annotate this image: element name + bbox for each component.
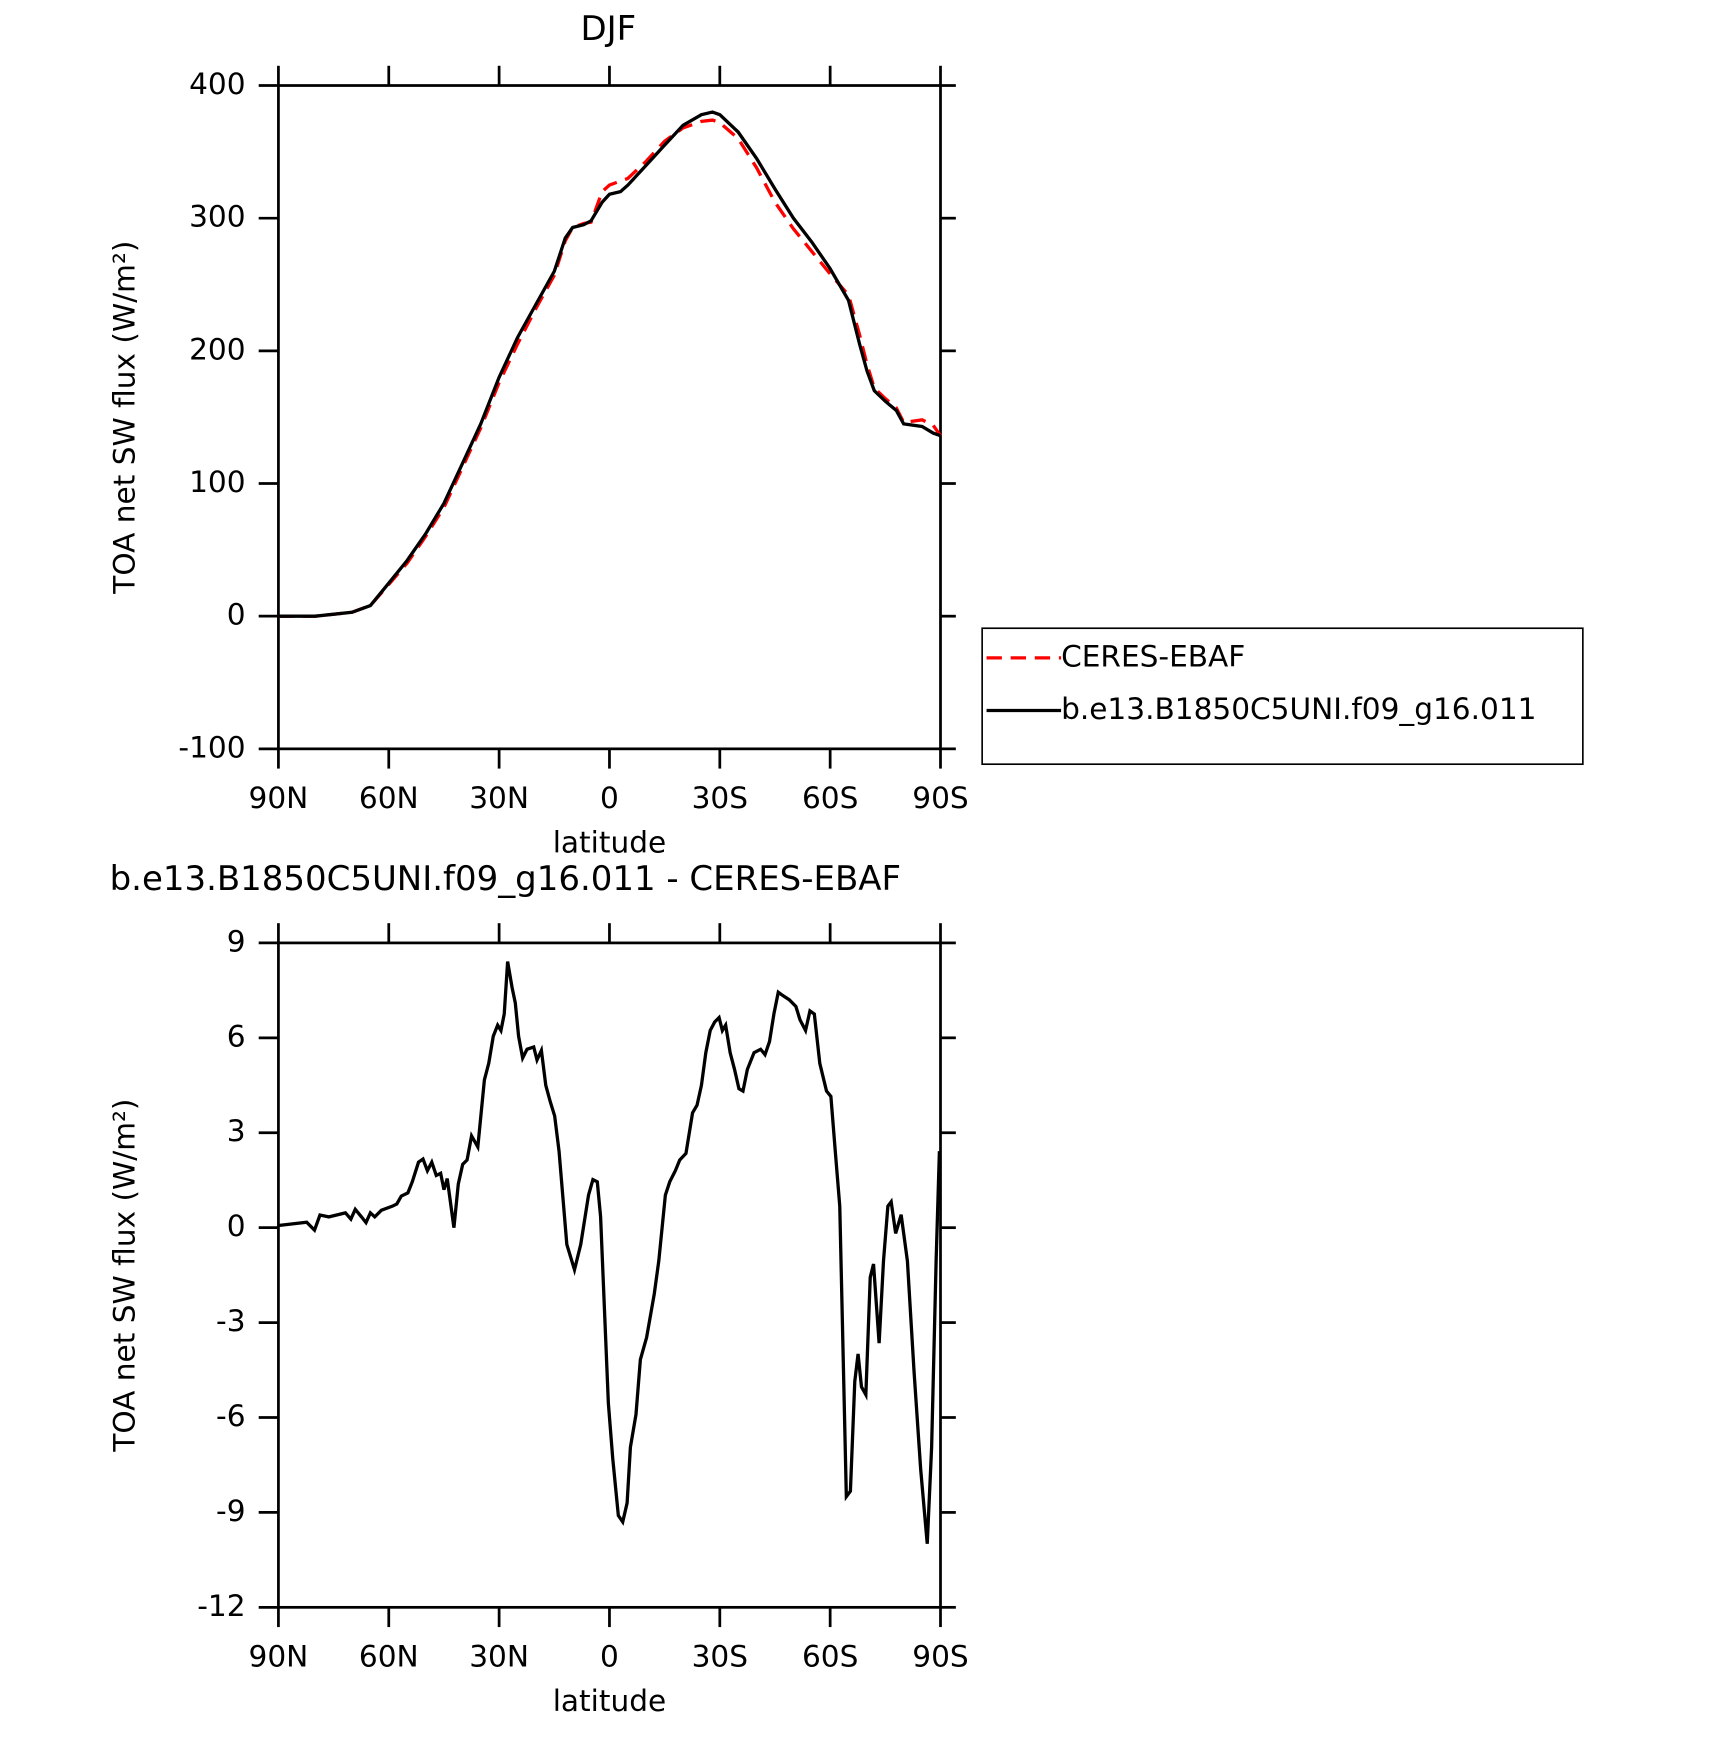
- x-tick-label: 0: [600, 781, 619, 815]
- y-tick-label: 0: [227, 598, 246, 632]
- y-tick-label: 400: [189, 67, 245, 101]
- y-tick-label: -100: [178, 730, 245, 764]
- x-tick-label: 90N: [249, 781, 309, 815]
- chart-title: b.e13.B1850C5UNI.f09_g16.011 - CERES-EBA…: [110, 859, 901, 899]
- legend-label: b.e13.B1850C5UNI.f09_g16.011: [1061, 692, 1536, 726]
- y-tick-label: -12: [197, 1589, 245, 1623]
- data-line: [278, 118, 942, 618]
- x-tick-label: 0: [600, 1639, 619, 1673]
- x-tick-label: 30S: [692, 1639, 748, 1673]
- x-axis-label: latitude: [553, 826, 666, 860]
- y-tick-label: 300: [189, 200, 245, 234]
- y-tick-label: -9: [216, 1494, 245, 1528]
- x-tick-label: 60N: [359, 781, 419, 815]
- legend-label: CERES-EBAF: [1061, 639, 1245, 673]
- y-axis-label: TOA net SW flux (W/m²): [108, 1099, 142, 1453]
- x-tick-label: 30N: [469, 1639, 529, 1673]
- data-line: [278, 110, 942, 618]
- x-axis-label: latitude: [553, 1684, 666, 1718]
- legend-box: [981, 627, 1584, 766]
- data-line: [278, 961, 942, 1544]
- y-axis-label: TOA net SW flux (W/m²): [108, 241, 142, 595]
- x-tick-label: 90S: [912, 781, 968, 815]
- y-tick-label: 3: [227, 1114, 246, 1148]
- x-tick-label: 90S: [912, 1639, 968, 1673]
- x-tick-label: 60N: [359, 1639, 419, 1673]
- y-tick-label: 6: [227, 1019, 246, 1053]
- x-tick-label: 60S: [802, 1639, 858, 1673]
- x-tick-label: 60S: [802, 781, 858, 815]
- x-tick-label: 90N: [249, 1639, 309, 1673]
- x-tick-label: 30N: [469, 781, 529, 815]
- y-tick-label: 200: [189, 332, 245, 366]
- chart-title: DJF: [581, 9, 637, 49]
- y-tick-label: 9: [227, 924, 246, 958]
- y-tick-label: 0: [227, 1209, 246, 1243]
- y-tick-label: -3: [216, 1304, 245, 1338]
- y-tick-label: 100: [189, 465, 245, 499]
- x-tick-label: 30S: [692, 781, 748, 815]
- y-tick-label: -6: [216, 1399, 245, 1433]
